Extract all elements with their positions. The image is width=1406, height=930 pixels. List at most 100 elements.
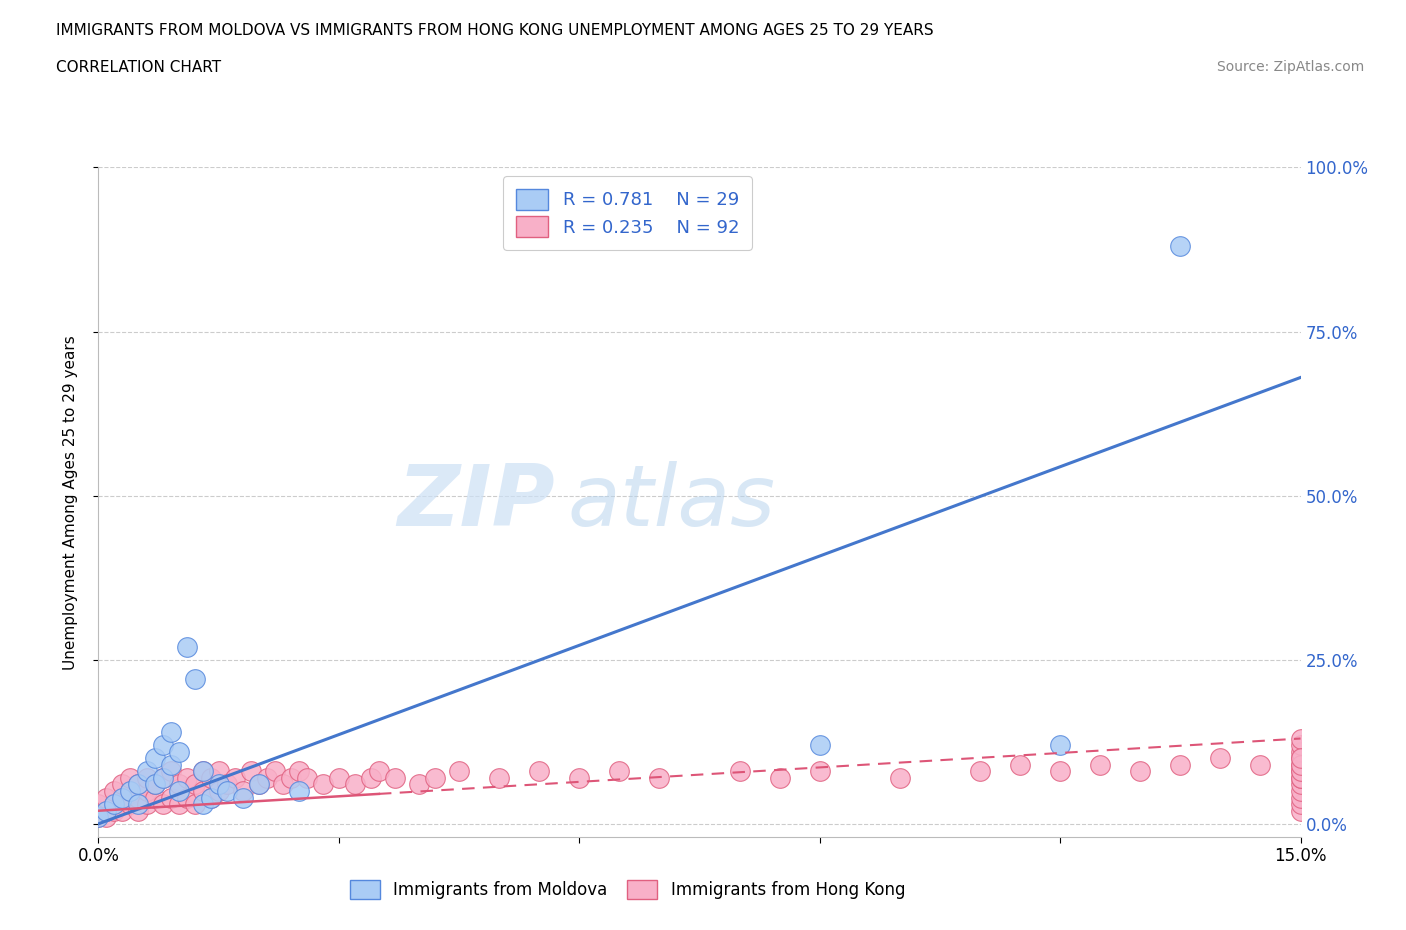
Point: [288, 764, 311, 778]
Point: [488, 770, 510, 785]
Point: [135, 784, 157, 799]
Point: [96, 810, 118, 825]
Point: [239, 764, 262, 778]
Text: ZIP: ZIP: [398, 460, 555, 544]
Point: [1289, 764, 1312, 778]
Point: [200, 770, 222, 785]
Point: [152, 770, 174, 785]
Point: [769, 770, 792, 785]
Point: [280, 770, 302, 785]
Point: [208, 764, 231, 778]
Y-axis label: Unemployment Among Ages 25 to 29 years: Unemployment Among Ages 25 to 29 years: [63, 335, 77, 670]
Point: [1289, 764, 1312, 778]
Point: [529, 764, 551, 778]
Point: [1289, 757, 1312, 772]
Point: [120, 797, 142, 812]
Point: [87, 810, 110, 825]
Point: [111, 790, 134, 805]
Point: [384, 770, 406, 785]
Point: [1289, 744, 1312, 759]
Point: [1170, 757, 1192, 772]
Point: [103, 784, 125, 799]
Point: [191, 784, 214, 799]
Point: [128, 790, 150, 805]
Point: [128, 777, 150, 792]
Point: [128, 777, 150, 792]
Point: [1289, 784, 1312, 799]
Point: [328, 770, 350, 785]
Point: [159, 757, 181, 772]
Point: [1289, 804, 1312, 818]
Point: [208, 784, 231, 799]
Point: [295, 770, 318, 785]
Point: [152, 797, 174, 812]
Point: [167, 744, 190, 759]
Point: [889, 770, 911, 785]
Point: [183, 672, 205, 687]
Point: [1129, 764, 1152, 778]
Point: [447, 764, 470, 778]
Point: [135, 764, 157, 778]
Point: [360, 770, 382, 785]
Point: [111, 790, 134, 805]
Point: [103, 797, 125, 812]
Point: [1289, 757, 1312, 772]
Point: [111, 777, 134, 792]
Point: [135, 797, 157, 812]
Point: [247, 777, 270, 792]
Point: [191, 797, 214, 812]
Point: [1289, 797, 1312, 812]
Point: [1289, 770, 1312, 785]
Point: [423, 770, 446, 785]
Point: [167, 777, 190, 792]
Point: [1170, 239, 1192, 254]
Point: [808, 764, 831, 778]
Point: [808, 737, 831, 752]
Text: Source: ZipAtlas.com: Source: ZipAtlas.com: [1216, 60, 1364, 74]
Point: [312, 777, 335, 792]
Point: [200, 790, 222, 805]
Point: [1289, 777, 1312, 792]
Point: [343, 777, 366, 792]
Point: [215, 784, 238, 799]
Point: [969, 764, 991, 778]
Point: [143, 790, 166, 805]
Point: [728, 764, 751, 778]
Point: [191, 764, 214, 778]
Point: [1289, 737, 1312, 752]
Text: CORRELATION CHART: CORRELATION CHART: [56, 60, 221, 75]
Point: [200, 790, 222, 805]
Point: [271, 777, 294, 792]
Point: [183, 797, 205, 812]
Point: [176, 639, 198, 654]
Point: [176, 770, 198, 785]
Point: [152, 770, 174, 785]
Point: [143, 751, 166, 765]
Point: [167, 784, 190, 799]
Point: [159, 790, 181, 805]
Point: [1250, 757, 1272, 772]
Point: [128, 797, 150, 812]
Point: [96, 804, 118, 818]
Point: [1289, 770, 1312, 785]
Point: [648, 770, 671, 785]
Point: [1049, 737, 1071, 752]
Point: [103, 797, 125, 812]
Text: atlas: atlas: [567, 460, 775, 544]
Point: [128, 804, 150, 818]
Point: [1209, 751, 1232, 765]
Point: [288, 784, 311, 799]
Point: [1289, 751, 1312, 765]
Point: [120, 770, 142, 785]
Point: [191, 764, 214, 778]
Point: [368, 764, 391, 778]
Point: [208, 777, 231, 792]
Point: [167, 797, 190, 812]
Point: [87, 810, 110, 825]
Point: [1289, 790, 1312, 805]
Point: [135, 770, 157, 785]
Point: [1088, 757, 1111, 772]
Point: [263, 764, 285, 778]
Point: [176, 790, 198, 805]
Point: [609, 764, 631, 778]
